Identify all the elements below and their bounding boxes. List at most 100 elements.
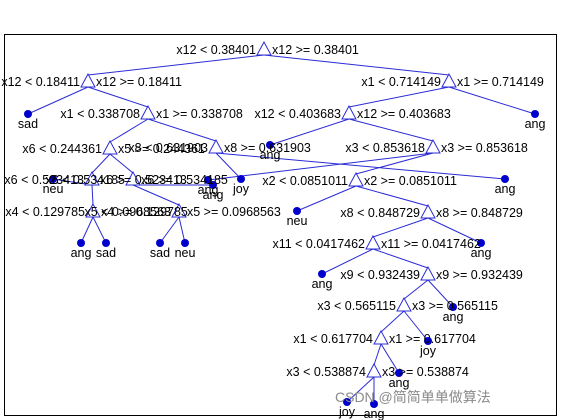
tree-edge [296,185,357,212]
split-right-label: x1 >= 0.338708 [156,107,243,121]
leaf-node-dot [156,239,164,247]
leaf-label: sad [18,117,38,131]
split-node-triangle [171,202,187,218]
split-right-label: x5 >= 0.0968563 [187,205,281,219]
tree-nodes [24,40,539,408]
split-node-triangle [80,72,96,88]
tree-edge [91,184,94,206]
leaf-node-dot [424,337,432,345]
split-right-label: x9 >= 0.932439 [436,268,523,282]
leaf-label: ang [203,188,224,202]
split-right-label: x6 >= 0.523413 [100,173,187,187]
split-left-label: x11 < 0.0417462 [272,237,365,251]
leaf-label: ang [198,183,219,197]
leaf-node-dot [293,207,301,215]
leaf-label: neu [43,182,64,196]
tree-edge [147,118,217,142]
tree-edge [27,86,89,115]
leaf-node-dot [24,110,32,118]
tree-edge [109,118,149,143]
split-node-triangle [425,138,441,154]
split-node-triangle [366,362,382,378]
split-node-triangle [365,234,381,250]
split-left-label: x6 < 0.534185 [45,173,125,187]
split-left-label: x5 < 0.0968563 [84,205,171,219]
leaf-node-dot [237,175,245,183]
split-left-label: x1 < 0.338708 [60,107,140,121]
tree-edge [178,216,186,244]
tree-edge [348,86,450,108]
leaf-node-dot [531,110,539,118]
leaf-node-dot [266,141,274,149]
tree-labels: x12 < 0.38401 x12 >= 0.38401 x12 < 0.18411… [1,43,545,420]
split-node-triangle [140,104,156,120]
tree-edge [215,152,242,180]
tree-edge [373,343,382,366]
split-left-label: x1 < 0.714149 [361,75,441,89]
leaf-label: sad [96,246,116,260]
leaf-node-dot [370,400,378,408]
leaf-label: ang [471,246,492,260]
tree-edges [27,54,536,404]
split-node-triangle [420,265,436,281]
split-left-label: x4 < 0.129785 [5,205,85,219]
split-left-label: x3 < 0.538874 [286,365,366,379]
tree-edge [355,185,429,207]
split-right-label: x6 >= 0.534185 [141,173,228,187]
tree-edge [92,216,107,244]
split-node-triangle [348,171,364,187]
leaf-label: ang [71,246,92,260]
split-node-triangle [373,329,389,345]
leaf-label: joy [232,182,250,196]
tree-edge [269,118,350,146]
tree-edge [403,310,429,342]
leaf-node-dot [318,270,326,278]
split-left-label: x12 < 0.18411 [1,75,80,89]
split-left-label: x3 < 0.853618 [345,141,425,155]
leaf-label: joy [338,405,356,419]
tree-edge [263,54,450,76]
tree-edge [372,248,429,269]
tree-edge [346,376,375,403]
split-right-label: x5 >= 0.244361 [118,142,205,156]
tree-edge [91,153,111,174]
plot-frame [4,34,557,416]
leaf-node-dot [49,175,57,183]
leaf-label: ang [312,277,333,291]
leaf-node-dot [77,239,85,247]
leaf-node-dot [477,239,485,247]
split-right-label: x12 >= 0.38401 [272,43,359,57]
split-left-label: x1 < 0.617704 [293,332,373,346]
split-left-label: x12 < 0.38401 [176,43,256,57]
tree-edge [380,343,400,374]
split-node-triangle [102,139,118,155]
split-right-label: x12 >= 0.403683 [357,107,451,121]
leaf-label: joy [419,344,437,358]
leaf-label: neu [175,246,196,260]
tree-edge [372,217,429,238]
leaf-label: ang [389,376,410,390]
leaf-label: ang [525,117,546,131]
tree-edge [207,152,434,181]
leaf-label: ang [364,407,385,420]
split-node-triangle [85,202,101,218]
tree-edge [159,216,180,244]
tree-edge [321,248,374,275]
tree-edge [87,86,149,108]
split-right-label: x4 >= 0.129785 [101,205,188,219]
tree-edge [448,86,536,115]
tree-edge [427,279,454,308]
split-left-label: x6 < 0.244361 [22,142,102,156]
watermark-text: CSDN @简简单单做算法 [335,389,491,405]
split-right-label: x12 >= 0.18411 [96,75,182,89]
split-right-label: x1 >= 0.617704 [389,332,476,346]
split-right-label: x2 >= 0.0851011 [364,174,457,188]
split-node-triangle [208,138,224,154]
split-node-triangle [396,296,412,312]
tree-edge [132,184,180,206]
split-right-label: x11 >= 0.0417462 [381,237,481,251]
split-node-triangle [420,203,436,219]
leaf-label: ang [443,310,464,324]
